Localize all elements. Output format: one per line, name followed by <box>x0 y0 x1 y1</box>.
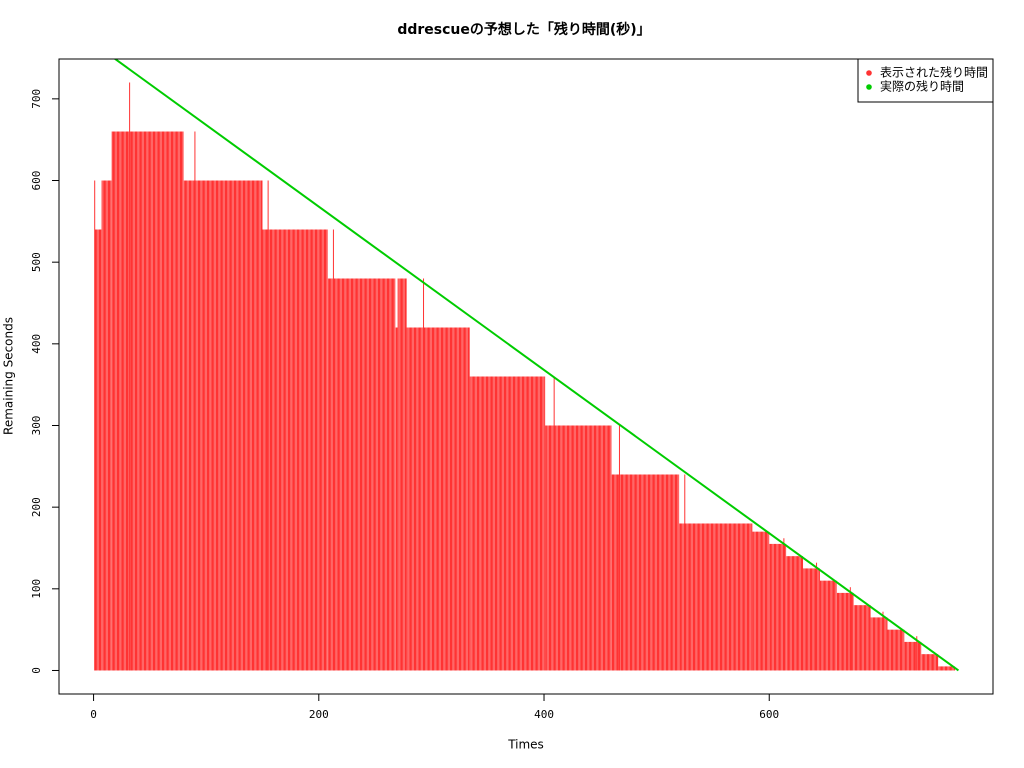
y-tick-label: 300 <box>30 416 43 436</box>
bar <box>679 523 753 671</box>
y-tick-label: 600 <box>30 171 43 191</box>
bar <box>327 278 396 671</box>
legend-box <box>857 58 994 103</box>
bar <box>921 654 939 671</box>
legend-marker <box>866 70 872 76</box>
bar <box>853 605 871 671</box>
bar <box>397 278 407 671</box>
bar <box>101 180 112 671</box>
bar <box>836 592 854 671</box>
bar <box>406 327 470 671</box>
x-tick-label: 200 <box>309 708 329 721</box>
bar <box>94 229 102 671</box>
y-tick-label: 200 <box>30 497 43 517</box>
bar <box>111 131 184 671</box>
legend-label: 表示された残り時間 <box>880 66 988 80</box>
bar <box>887 629 905 671</box>
bar <box>786 556 804 671</box>
bar <box>752 531 770 671</box>
y-tick-label: 500 <box>30 252 43 272</box>
bar <box>545 425 612 671</box>
legend-label: 実際の残り時間 <box>880 79 964 94</box>
bar <box>870 617 888 671</box>
bar <box>262 229 328 671</box>
y-tick-label: 100 <box>30 579 43 599</box>
y-axis-label: Remaining Seconds <box>2 317 16 435</box>
y-tick-label: 400 <box>30 334 43 354</box>
line <box>113 59 960 672</box>
x-tick-label: 400 <box>534 708 554 721</box>
x-tick-label: 0 <box>90 708 97 721</box>
bar <box>469 376 546 671</box>
y-tick-label: 0 <box>30 667 43 674</box>
bar <box>938 666 956 671</box>
plot-area <box>94 59 960 672</box>
chart-title: ddrescueの予想した「残り時間(秒)」 <box>397 21 650 38</box>
plot-frame <box>58 58 994 695</box>
bar <box>904 641 922 671</box>
bar <box>803 568 820 671</box>
legend-marker <box>866 84 872 90</box>
bar <box>611 474 680 671</box>
x-axis-label: Times <box>507 738 544 752</box>
bar <box>395 327 398 671</box>
bar <box>183 180 263 671</box>
bar <box>769 543 787 671</box>
x-tick-label: 600 <box>759 708 779 721</box>
y-tick-label: 700 <box>30 89 43 109</box>
bar <box>819 580 837 671</box>
